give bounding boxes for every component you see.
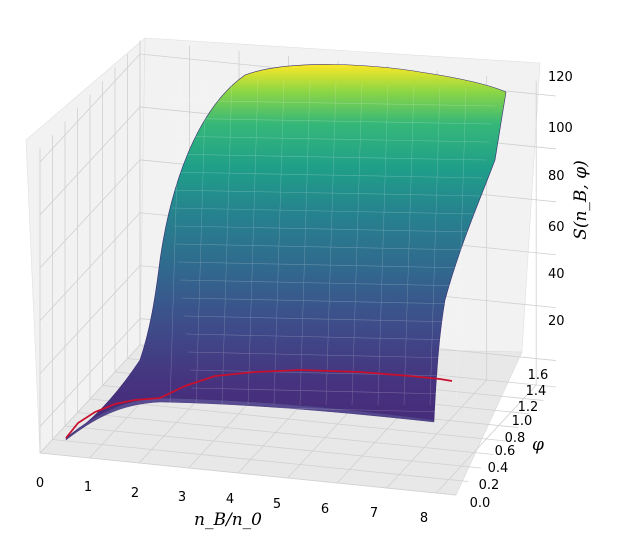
y-tick-labels: 0.0 0.2 0.4 0.60.8 1.01.21.41.6 xyxy=(470,368,549,511)
y-tick-label: 0.4 xyxy=(488,461,509,476)
mesh-line xyxy=(173,225,475,233)
mesh-line xyxy=(187,351,454,359)
x-tick-label: 6 xyxy=(321,502,329,517)
mesh-line xyxy=(193,405,445,413)
floor-grid-y xyxy=(77,412,494,455)
z-tick-label: 60 xyxy=(548,220,565,235)
mesh-line xyxy=(161,117,493,125)
mesh-line xyxy=(169,189,481,197)
surface-mesh xyxy=(159,74,496,413)
z-tick-label: 120 xyxy=(548,70,573,85)
mesh-line xyxy=(163,135,490,143)
mesh-line xyxy=(299,80,311,406)
z-tick-label: 100 xyxy=(548,121,573,136)
mesh-line xyxy=(183,315,460,323)
mesh-line xyxy=(351,83,363,406)
x-tick-label: 3 xyxy=(178,490,186,505)
surface xyxy=(65,64,507,441)
mesh-line xyxy=(185,333,457,341)
x-tick-labels: 0 1 2 3 4 5 6 7 8 xyxy=(36,476,428,526)
x-tick-label: 0 xyxy=(36,476,44,491)
y-tick-label: 1.4 xyxy=(526,384,547,399)
y-tick-label: 0.2 xyxy=(479,478,500,493)
series-layer xyxy=(65,369,453,439)
floor-grid-y xyxy=(89,398,507,442)
mesh-line xyxy=(377,84,389,406)
series-line-0 xyxy=(65,369,453,439)
y-tick-label: 0.0 xyxy=(470,496,491,511)
wall-grid-z-left xyxy=(39,265,141,374)
z-tick-label: 20 xyxy=(548,314,565,329)
x-tick-label: 4 xyxy=(226,492,234,507)
y-axis-label: φ xyxy=(532,435,544,455)
mesh-line xyxy=(455,88,467,406)
floor-grid-y xyxy=(52,439,469,482)
y-tick-label: 1.2 xyxy=(518,400,539,415)
wall-grid-z-left xyxy=(39,212,141,322)
y-tick-label: 1.0 xyxy=(512,414,533,429)
y-tick-label: 1.6 xyxy=(528,368,549,383)
wall-grid-z-left xyxy=(39,318,141,427)
mesh-line xyxy=(403,85,415,406)
mesh-line xyxy=(171,207,478,215)
x-tick-label: 2 xyxy=(131,486,139,501)
mesh-line xyxy=(273,79,285,406)
mesh-line xyxy=(179,279,466,287)
x-tick-label: 7 xyxy=(370,506,378,521)
mesh-line xyxy=(175,243,472,251)
y-tick-label: 0.8 xyxy=(505,431,526,446)
floor-grid-y xyxy=(64,425,482,469)
mesh-line xyxy=(167,171,484,179)
x-axis-label: n_B/n_0 xyxy=(194,510,262,530)
x-tick-label: 5 xyxy=(273,497,281,512)
z-tick-labels: 20 40 60 80 100 120 xyxy=(548,70,573,329)
mesh-line xyxy=(169,74,181,406)
z-tick-label: 80 xyxy=(548,169,565,184)
z-axis-label: S(n_B, φ) xyxy=(571,160,591,240)
x-tick-label: 8 xyxy=(420,511,428,526)
mesh-line xyxy=(177,261,469,269)
mesh-line xyxy=(247,78,259,406)
x-tick-label: 1 xyxy=(84,480,92,495)
mesh-line xyxy=(165,153,487,161)
mesh-line xyxy=(159,99,496,107)
z-tick-label: 40 xyxy=(548,267,565,282)
mesh-line xyxy=(181,297,463,305)
y-tick-label: 0.6 xyxy=(495,444,516,459)
mesh-line xyxy=(221,77,233,406)
wall-grid-z-left xyxy=(39,159,141,269)
mesh-line xyxy=(429,86,441,406)
wall-grid-z-left xyxy=(39,106,141,216)
mesh-line xyxy=(325,82,337,406)
floor-grid-y xyxy=(39,452,457,496)
mesh-line xyxy=(195,76,207,406)
mesh-line xyxy=(191,387,448,395)
wall-grid-z-left xyxy=(39,53,141,163)
